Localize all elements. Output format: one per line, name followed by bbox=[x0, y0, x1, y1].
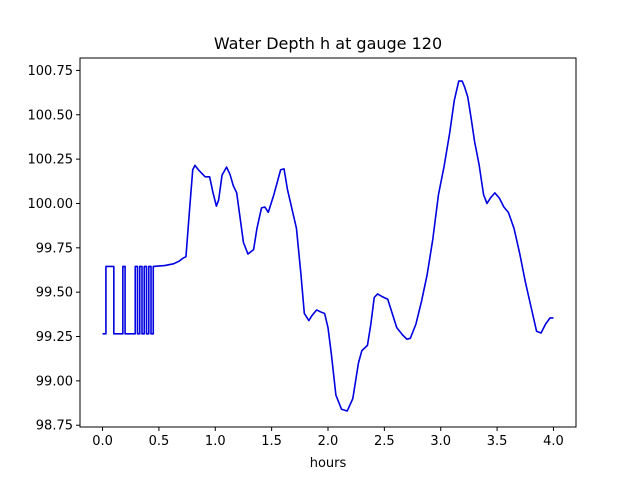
x-axis-label: hours bbox=[310, 456, 347, 471]
x-tick-label: 0.0 bbox=[92, 434, 113, 449]
x-tick-label: 1.5 bbox=[261, 434, 282, 449]
x-tick-label: 3.5 bbox=[487, 434, 508, 449]
y-tick-label: 99.00 bbox=[36, 374, 73, 389]
y-tick-label: 100.50 bbox=[28, 108, 74, 123]
x-axis: 0.0 0.5 1.0 1.5 2.0 2.5 3.0 3.5 4.0 bbox=[92, 427, 564, 449]
x-tick-label: 3.0 bbox=[430, 434, 451, 449]
series-line bbox=[102, 80, 554, 412]
x-tick-label: 1.0 bbox=[205, 434, 226, 449]
x-tick-label: 2.5 bbox=[374, 434, 395, 449]
x-tick-label: 4.0 bbox=[543, 434, 564, 449]
y-axis: 98.75 99.00 99.25 99.50 99.75 100.00 100.25 100… bbox=[28, 64, 80, 434]
x-tick-label: 0.5 bbox=[149, 434, 170, 449]
y-tick-label: 100.75 bbox=[28, 64, 74, 79]
y-tick-label: 98.75 bbox=[36, 419, 73, 434]
y-tick-label: 100.25 bbox=[28, 153, 74, 168]
plot-frame bbox=[79, 57, 577, 428]
chart-title: Water Depth h at gauge 120 bbox=[214, 34, 442, 53]
plot-area bbox=[102, 80, 554, 412]
y-tick-label: 100.00 bbox=[28, 197, 74, 212]
y-tick-label: 99.50 bbox=[36, 286, 73, 301]
x-tick-label: 2.0 bbox=[318, 434, 339, 449]
y-tick-label: 99.75 bbox=[36, 241, 73, 256]
y-tick-label: 99.25 bbox=[36, 330, 73, 345]
